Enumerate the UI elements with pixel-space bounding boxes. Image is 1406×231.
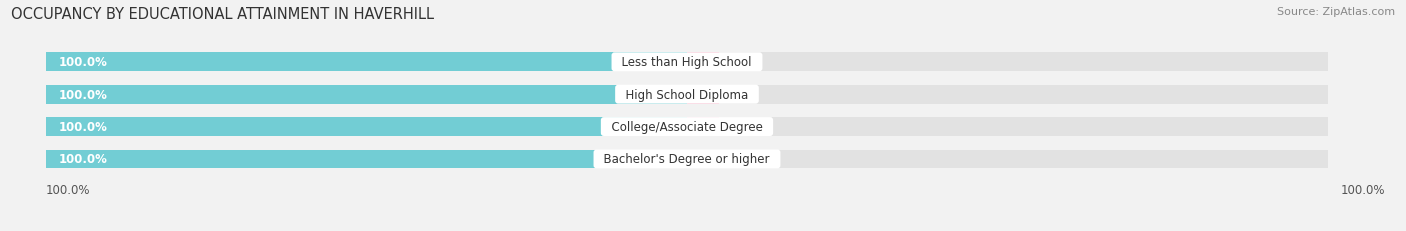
Text: 100.0%: 100.0%	[59, 121, 108, 134]
Bar	[46, 118, 688, 136]
Bar	[688, 85, 718, 104]
Text: OCCUPANCY BY EDUCATIONAL ATTAINMENT IN HAVERHILL: OCCUPANCY BY EDUCATIONAL ATTAINMENT IN H…	[11, 7, 434, 22]
Bar	[46, 150, 1327, 169]
Text: 100.0%: 100.0%	[59, 56, 108, 69]
Text: 100.0%: 100.0%	[59, 88, 108, 101]
Text: High School Diploma: High School Diploma	[619, 88, 756, 101]
Bar	[688, 118, 718, 136]
Text: 100.0%: 100.0%	[46, 183, 90, 196]
Bar	[46, 118, 1327, 136]
Bar	[46, 53, 688, 72]
Text: 100.0%: 100.0%	[59, 153, 108, 166]
Bar	[46, 85, 688, 104]
Text: 0.0%: 0.0%	[728, 56, 758, 69]
Text: Bachelor's Degree or higher: Bachelor's Degree or higher	[596, 153, 778, 166]
Text: Source: ZipAtlas.com: Source: ZipAtlas.com	[1277, 7, 1395, 17]
Text: 0.0%: 0.0%	[728, 153, 758, 166]
Text: 0.0%: 0.0%	[728, 88, 758, 101]
Text: Less than High School: Less than High School	[614, 56, 759, 69]
Bar	[688, 53, 718, 72]
Text: College/Associate Degree: College/Associate Degree	[603, 121, 770, 134]
Bar	[46, 150, 688, 169]
Text: 0.0%: 0.0%	[728, 121, 758, 134]
Text: 100.0%: 100.0%	[1341, 183, 1385, 196]
Bar	[46, 53, 1327, 72]
Bar	[46, 85, 1327, 104]
Bar	[688, 150, 718, 169]
